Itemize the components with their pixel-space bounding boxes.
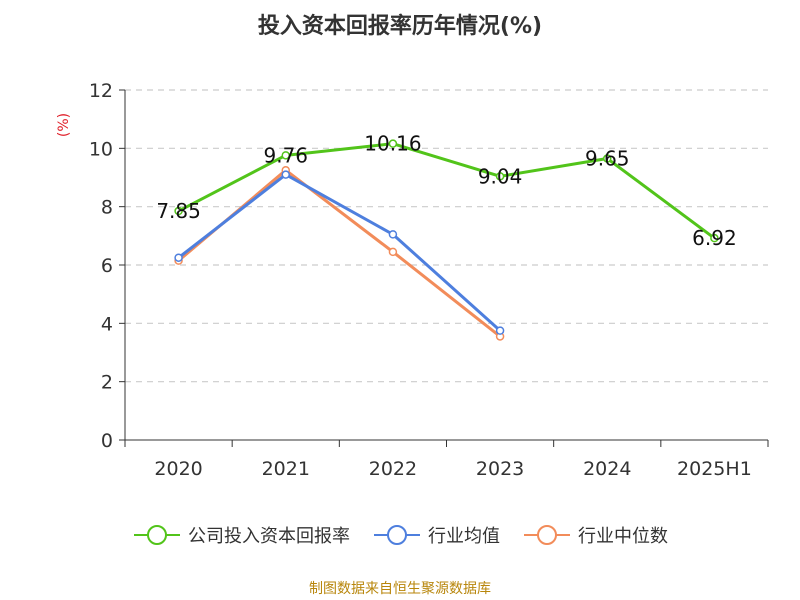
data-label: 9.04 <box>478 164 523 188</box>
y-tick-label: 10 <box>89 138 113 160</box>
data-point <box>281 151 290 160</box>
y-tick-label: 0 <box>101 430 113 452</box>
x-tick-label: 2023 <box>476 458 524 480</box>
chart-title: 投入资本回报率历年情况(%) <box>257 14 543 39</box>
legend-swatch-icon <box>134 525 180 545</box>
y-tick-label: 6 <box>101 255 113 277</box>
data-point <box>495 172 505 181</box>
data-label: 10.16 <box>364 132 421 156</box>
series-line <box>177 173 502 332</box>
data-point <box>710 233 719 243</box>
legend-label: 行业中位数 <box>578 526 668 547</box>
data-point <box>603 154 612 163</box>
legend-label: 公司投入资本回报率 <box>188 526 350 547</box>
y-axis-label: (%) <box>56 113 72 137</box>
legend-swatch-icon <box>374 525 420 545</box>
y-tick-label: 12 <box>89 80 113 102</box>
x-tick-label: 2020 <box>154 458 202 480</box>
data-point <box>388 247 398 257</box>
data-label: 7.85 <box>156 199 201 223</box>
data-point <box>388 139 398 148</box>
y-tick-label: 8 <box>101 197 113 219</box>
chart-legend: 公司投入资本回报率 行业均值 行业中位数 <box>0 522 800 548</box>
data-label: 6.92 <box>692 226 737 250</box>
series-line <box>177 142 716 240</box>
legend-item: 行业均值 <box>372 522 500 548</box>
legend-label: 行业均值 <box>428 526 500 547</box>
data-point <box>281 170 290 179</box>
x-tick-label: 2024 <box>583 458 631 480</box>
x-tick-label: 2021 <box>262 458 310 480</box>
data-point <box>174 253 183 262</box>
data-label: 9.76 <box>263 143 308 167</box>
series-line <box>177 168 502 338</box>
data-point <box>174 206 183 216</box>
x-tick-label: 2022 <box>369 458 417 480</box>
source-note: 制图数据来自恒生聚源数据库 <box>309 581 491 597</box>
y-tick-label: 2 <box>101 372 113 394</box>
data-label: 9.65 <box>585 147 630 171</box>
legend-swatch-icon <box>524 525 570 545</box>
data-point <box>495 326 505 335</box>
legend-item: 行业中位数 <box>522 522 668 548</box>
legend-item: 公司投入资本回报率 <box>132 522 350 548</box>
y-tick-label: 4 <box>101 313 113 335</box>
data-point <box>388 230 398 239</box>
x-tick-label: 2025H1 <box>677 458 752 480</box>
